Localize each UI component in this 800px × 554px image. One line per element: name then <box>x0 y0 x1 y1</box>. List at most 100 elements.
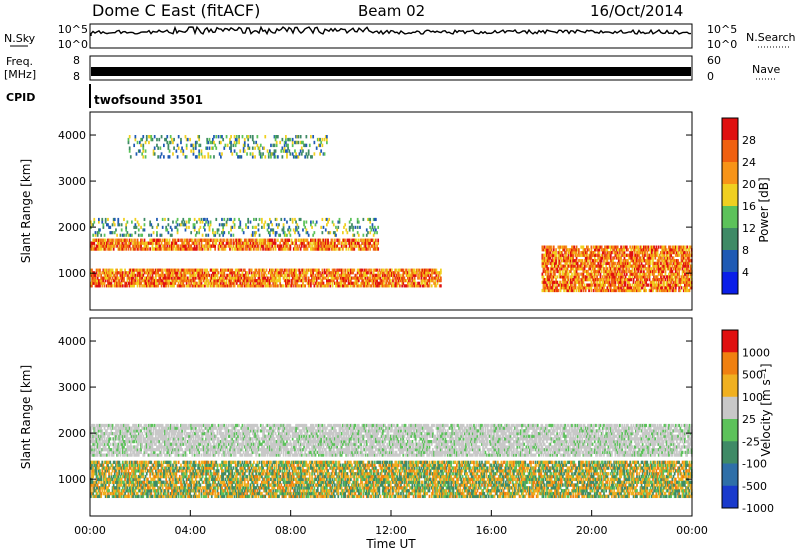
heatmap-cell <box>231 152 234 156</box>
nave-label: Nave <box>752 63 780 76</box>
heatmap-cell <box>305 247 308 251</box>
heatmap-cell <box>562 280 564 284</box>
heatmap-cell <box>375 247 377 251</box>
heatmap-cell <box>321 284 324 288</box>
heatmap-cell <box>181 279 183 283</box>
heatmap-cell <box>134 247 137 251</box>
heatmap-cell <box>207 238 210 242</box>
heatmap-cell <box>590 261 593 266</box>
heatmap-cell <box>101 284 104 288</box>
heatmap-cell <box>166 238 169 242</box>
heatmap-cell <box>267 238 270 242</box>
heatmap-cell <box>582 272 585 276</box>
heatmap-cell <box>418 268 421 272</box>
heatmap-cell <box>352 225 354 229</box>
heatmap-cell <box>562 248 564 252</box>
heatmap-cell <box>425 273 427 277</box>
heatmap-cell <box>235 268 238 272</box>
heatmap-cell <box>579 286 581 290</box>
heatmap-cell <box>572 253 575 257</box>
heatmap-cell <box>285 284 287 288</box>
colorbar-segment <box>722 118 738 141</box>
heatmap-cell <box>205 273 207 277</box>
heatmap-cell <box>570 280 572 284</box>
heatmap-cell <box>234 268 237 272</box>
heatmap-cell <box>139 241 141 245</box>
heatmap-cell <box>300 268 303 272</box>
heatmap-cell <box>600 261 603 266</box>
heatmap-cell <box>123 273 125 277</box>
heatmap-cell <box>156 268 158 272</box>
heatmap-cell <box>575 278 578 282</box>
heatmap-cell <box>258 273 261 277</box>
heatmap-cell <box>597 264 600 268</box>
heatmap-cell <box>254 244 256 248</box>
heatmap-cell <box>359 276 361 280</box>
heatmap-cell <box>564 267 567 271</box>
heatmap-cell <box>194 284 197 288</box>
heatmap-cell <box>156 137 158 142</box>
heatmap-cell <box>557 256 560 260</box>
heatmap-cell <box>134 231 137 235</box>
heatmap-cell <box>567 251 570 255</box>
heatmap-cell <box>359 284 361 288</box>
heatmap-cell <box>174 241 177 245</box>
heatmap-cell <box>287 281 289 285</box>
heatmap-cell <box>387 273 390 277</box>
heatmap-cell <box>353 268 356 272</box>
heatmap-cell <box>557 261 560 266</box>
heatmap-cell <box>593 256 596 260</box>
heatmap-cell <box>550 286 553 290</box>
heatmap-cell <box>377 281 380 285</box>
heatmap-cell <box>332 241 335 245</box>
heatmap-cell <box>565 267 568 271</box>
heatmap-cell <box>176 247 179 251</box>
heatmap-cell <box>277 238 279 242</box>
heatmap-cell <box>562 286 564 290</box>
heatmap-cell <box>257 284 260 288</box>
heatmap-cell <box>264 281 267 285</box>
heatmap-cell <box>136 268 139 272</box>
heatmap-cell <box>581 261 584 266</box>
heatmap-cell <box>363 238 366 242</box>
heatmap-cell <box>95 244 98 248</box>
heatmap-cell <box>304 271 307 275</box>
heatmap-cell <box>270 268 272 272</box>
heatmap-cell <box>147 244 149 248</box>
heatmap-cell <box>365 247 368 251</box>
heatmap-cell <box>337 241 340 245</box>
heatmap-cell <box>581 278 584 282</box>
freq-tick-top: 8 <box>73 54 80 67</box>
heatmap-cell <box>397 273 400 277</box>
heatmap-cell <box>573 245 576 249</box>
heatmap-cell <box>242 231 245 235</box>
heatmap-cell <box>233 241 236 245</box>
heatmap-cell <box>151 281 154 285</box>
heatmap-cell <box>307 284 310 288</box>
heatmap-cell <box>91 273 93 277</box>
heatmap-cell <box>326 284 328 288</box>
heatmap-cell <box>218 276 221 280</box>
heatmap-cell <box>599 256 602 260</box>
heatmap-cell <box>231 281 234 285</box>
heatmap-cell <box>184 247 187 251</box>
heatmap-cell <box>560 256 563 260</box>
heatmap-cell <box>351 241 353 245</box>
heatmap-cell <box>543 267 546 271</box>
heatmap-cell <box>107 247 109 251</box>
heatmap-cell <box>396 273 399 277</box>
heatmap-cell <box>102 238 105 242</box>
heatmap-cell <box>372 281 375 285</box>
heatmap-cell <box>193 244 196 248</box>
heatmap-cell <box>373 276 376 280</box>
heatmap-cell <box>245 276 247 280</box>
heatmap-cell <box>143 238 146 242</box>
heatmap-cell <box>156 244 158 248</box>
heatmap-cell <box>361 241 364 245</box>
heatmap-cell <box>137 233 140 237</box>
heatmap-cell <box>302 228 304 232</box>
heatmap-cell <box>544 251 547 255</box>
heatmap-cell <box>223 223 226 227</box>
heatmap-cell <box>151 241 154 245</box>
